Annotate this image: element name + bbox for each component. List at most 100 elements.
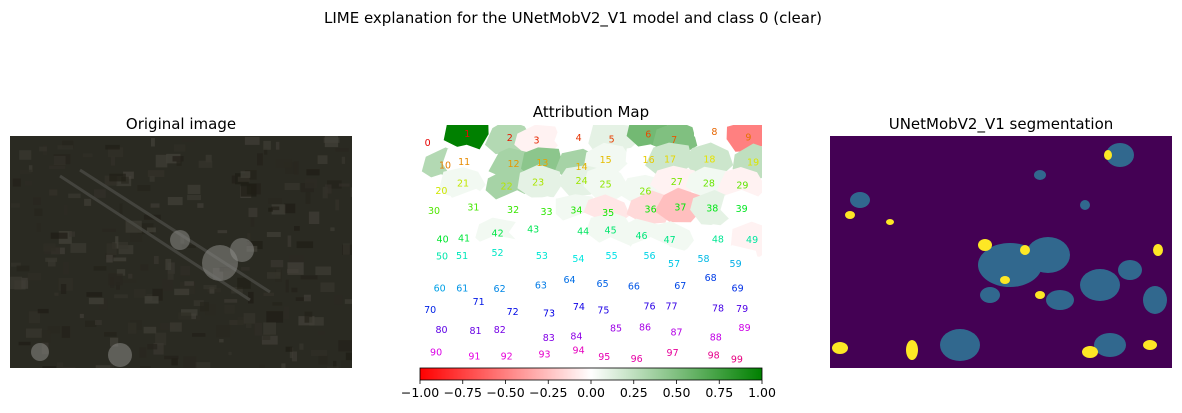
segment-id-label: 59 [730, 259, 742, 270]
attribution-segment [645, 290, 697, 323]
cloud-region [1080, 269, 1120, 301]
attribution-segment [481, 337, 529, 368]
cloud-region [1026, 237, 1070, 273]
segment-id-label: 87 [670, 328, 682, 339]
segmentation-panel-title: UNetMobV2_V1 segmentation [889, 115, 1114, 134]
segment-id-label: 23 [532, 178, 544, 189]
attribution-segment [584, 142, 632, 175]
segment-id-label: 91 [468, 352, 480, 363]
segment-id-label: 93 [538, 350, 550, 361]
attribution-segment [420, 333, 459, 368]
segment-id-label: 82 [494, 325, 506, 336]
segment-id-label: 18 [703, 155, 715, 166]
cloud-region [1118, 260, 1142, 280]
colorbar: −1.00 −0.75 −0.50 −0.25 0.00 0.25 0.50 0.75 1.00 [401, 367, 776, 400]
segment-id-label: 86 [639, 323, 651, 334]
segment-id-label: 77 [665, 302, 677, 313]
attribution-segment [472, 235, 518, 268]
thin-cloud-region [845, 211, 855, 219]
cloud-region [980, 287, 1000, 303]
segment-id-label: 14 [576, 162, 588, 173]
segment-id-label: 39 [736, 204, 748, 215]
segment-id-label: 53 [536, 251, 548, 262]
segment-id-label: 6 [645, 130, 651, 141]
segment-id-label: 95 [598, 352, 610, 363]
segment-id-label: 68 [705, 273, 717, 284]
colorbar-tick-label: 0.75 [705, 385, 733, 400]
segment-id-label: 67 [674, 281, 686, 292]
segment-id-label: 25 [600, 179, 612, 190]
segment-id-label: 9 [745, 132, 751, 143]
segment-id-label: 50 [436, 251, 448, 262]
segment-id-label: 92 [501, 351, 513, 362]
segment-id-label: 51 [456, 251, 468, 262]
segment-id-label: 37 [674, 203, 686, 214]
segment-id-label: 29 [736, 180, 748, 191]
segment-id-label: 58 [697, 254, 709, 265]
segment-id-label: 74 [573, 302, 585, 313]
attribution-segment [449, 188, 498, 222]
attribution-segment [654, 187, 704, 223]
segment-id-label: 5 [609, 134, 615, 145]
segment-id-label: 52 [491, 248, 503, 259]
segment-id-label: 89 [739, 323, 751, 334]
segment-id-label: 43 [527, 225, 539, 236]
segment-id-label: 38 [706, 204, 718, 215]
segment-id-label: 19 [747, 158, 759, 169]
attribution-segment [451, 285, 506, 318]
segment-id-label: 45 [605, 226, 617, 237]
thin-cloud-region [1035, 291, 1045, 299]
segment-id-label: 71 [473, 297, 485, 308]
segment-id-label: 4 [576, 133, 582, 144]
segment-id-label: 64 [563, 275, 575, 286]
segment-id-label: 16 [643, 155, 655, 166]
segment-id-label: 60 [434, 284, 446, 295]
colorbar-tick-label: −0.25 [529, 385, 567, 400]
segment-id-label: 47 [664, 235, 676, 246]
cloud-region [940, 329, 980, 361]
colorbar-tick-label: 0.50 [663, 385, 691, 400]
figure-title: LIME explanation for the UNetMobV2_V1 mo… [324, 9, 822, 28]
attribution-segment [442, 144, 487, 178]
segment-id-label: 35 [602, 208, 614, 219]
attribution-segment [722, 309, 762, 346]
cloud-region [1046, 290, 1074, 310]
segment-id-label: 7 [671, 135, 677, 146]
thin-cloud-region [1000, 276, 1010, 284]
segment-id-label: 85 [610, 323, 622, 334]
segment-id-label: 96 [631, 354, 643, 365]
segment-id-label: 22 [501, 181, 513, 192]
original-satellite-image [10, 136, 352, 368]
segment-id-label: 12 [507, 159, 519, 170]
segment-id-label: 61 [456, 283, 468, 294]
segment-id-label: 27 [671, 177, 683, 188]
attribution-segment [578, 337, 629, 368]
attribution-segment [647, 336, 694, 368]
segment-id-label: 44 [577, 226, 589, 237]
cloud-region [1080, 200, 1090, 210]
segment-id-label: 42 [492, 229, 504, 240]
segment-id-label: 34 [570, 206, 582, 217]
segment-id-label: 90 [430, 347, 442, 358]
attribution-segment [523, 337, 569, 368]
segment-id-label: 78 [712, 304, 724, 315]
segment-id-label: 79 [736, 304, 748, 315]
segment-id-label: 54 [572, 254, 584, 265]
thin-cloud-region [906, 340, 918, 360]
segment-id-label: 98 [708, 351, 720, 362]
segment-id-label: 11 [458, 157, 470, 168]
thin-cloud-region [1143, 340, 1157, 350]
attribution-segment [616, 341, 659, 368]
segment-id-label: 72 [507, 307, 519, 318]
segment-id-label: 26 [639, 186, 651, 197]
segment-id-label: 73 [543, 308, 555, 319]
colorbar-tick-label: −1.00 [401, 385, 439, 400]
segment-id-label: 76 [643, 302, 655, 313]
segment-id-label: 1 [464, 129, 470, 140]
segment-id-label: 17 [664, 155, 676, 166]
segment-id-label: 32 [507, 205, 519, 216]
original-panel-title: Original image [126, 115, 236, 133]
attribution-segment [694, 125, 737, 148]
